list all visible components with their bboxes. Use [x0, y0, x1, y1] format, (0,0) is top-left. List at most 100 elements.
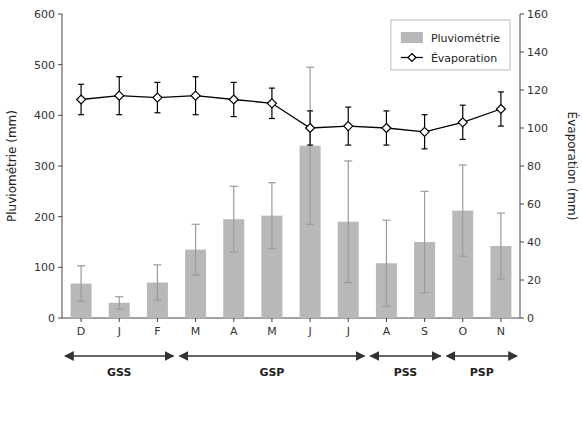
y2-tick-label: 80: [527, 160, 541, 173]
bar-error-cap: [77, 301, 85, 302]
y2-tick: [520, 90, 524, 91]
legend-label: Évaporation: [431, 52, 497, 65]
line-error-cap: [78, 84, 84, 85]
bar-error-stem: [386, 220, 387, 306]
bar-error-stem: [348, 161, 349, 283]
line-marker: [77, 95, 86, 104]
x-axis-line: [62, 318, 520, 319]
y-tick: [58, 267, 62, 268]
y-tick: [58, 216, 62, 217]
bar-error-cap: [306, 67, 314, 68]
bar-error: [459, 165, 467, 256]
line-error-cap: [307, 110, 313, 111]
y-tick-label: 100: [34, 261, 55, 274]
bar-error-cap: [230, 252, 238, 253]
x-tick: [462, 318, 463, 322]
y2-tick-label: 160: [527, 8, 548, 21]
y2-tick: [520, 166, 524, 167]
line-marker: [229, 95, 238, 104]
y2-tick-label: 140: [527, 46, 548, 59]
bar-error-cap: [497, 213, 505, 214]
bar-error-stem: [157, 265, 158, 300]
bar-error-cap: [77, 265, 85, 266]
bar-error-cap: [344, 160, 352, 161]
x-tick-label: N: [497, 325, 505, 338]
y-axis-label: Pluviométrie (mm): [5, 110, 19, 222]
line-error-cap: [116, 114, 122, 115]
y2-tick: [520, 280, 524, 281]
y2-tick-label: 40: [527, 236, 541, 249]
line-error-cap: [269, 118, 275, 119]
x-tick-label: F: [154, 325, 160, 338]
x-tick-label: M: [267, 325, 277, 338]
x-tick-label: D: [77, 325, 85, 338]
y2-tick-label: 60: [527, 198, 541, 211]
line-error-cap: [231, 82, 237, 83]
bar-error-cap: [421, 292, 429, 293]
y-tick-label: 500: [34, 59, 55, 72]
y-tick: [58, 166, 62, 167]
y-tick-label: 0: [48, 312, 55, 325]
line-error-cap: [460, 139, 466, 140]
x-tick: [386, 318, 387, 322]
y2-tick: [520, 318, 524, 319]
x-tick-label: A: [230, 325, 238, 338]
legend-box: [391, 20, 510, 70]
line-error-cap: [116, 76, 122, 77]
bar-error-cap: [115, 296, 123, 297]
line-error-cap: [78, 114, 84, 115]
bar-error: [153, 265, 161, 300]
bar-error: [421, 191, 429, 292]
line-marker: [458, 118, 467, 127]
season-label: PSP: [470, 366, 494, 379]
bar-error-stem: [233, 186, 234, 252]
line-error-cap: [193, 114, 199, 115]
chart: 0100200300400500600020406080100120140160…: [0, 0, 582, 426]
bar-error-stem: [271, 183, 272, 249]
y-tick-label: 300: [34, 160, 55, 173]
line-marker: [306, 124, 315, 133]
bar-error-stem: [119, 297, 120, 309]
x-tick: [310, 318, 311, 322]
bar-error: [268, 183, 276, 249]
bar-error-stem: [309, 67, 310, 224]
season-arrow: [65, 355, 174, 356]
line: [81, 96, 501, 132]
legend: Pluviométrie Évaporation: [391, 20, 510, 70]
x-tick: [157, 318, 158, 322]
x-tick: [348, 318, 349, 322]
x-tick-label: A: [383, 325, 391, 338]
y-tick: [58, 64, 62, 65]
line-marker: [420, 127, 429, 136]
season-label: PSS: [394, 366, 417, 379]
bar-error: [230, 186, 238, 252]
y2-tick: [520, 14, 524, 15]
x-tick-label: S: [421, 325, 428, 338]
y-tick: [58, 14, 62, 15]
x-tick: [500, 318, 501, 322]
y-tick-label: 400: [34, 109, 55, 122]
bar-error: [77, 266, 85, 301]
bar-error-stem: [424, 191, 425, 292]
y2-tick-label: 0: [527, 312, 534, 325]
bar-error-cap: [421, 191, 429, 192]
bar-error-cap: [497, 278, 505, 279]
x-tick-label: M: [191, 325, 201, 338]
y2-tick-label: 100: [527, 122, 548, 135]
y2-tick: [520, 242, 524, 243]
season-label: GSS: [107, 366, 131, 379]
legend-label: Pluviométrie: [431, 32, 500, 45]
legend-swatch: [401, 32, 423, 43]
y2-tick-label: 20: [527, 274, 541, 287]
y-tick: [58, 115, 62, 116]
season-arrow: [370, 355, 440, 356]
line-error-cap: [345, 145, 351, 146]
x-tick: [424, 318, 425, 322]
bar-error: [306, 67, 314, 224]
bar-error-stem: [500, 213, 501, 279]
x-tick: [271, 318, 272, 322]
bar-error-cap: [115, 308, 123, 309]
bar-error-cap: [153, 300, 161, 301]
x-tick-label: J: [346, 325, 350, 338]
bar-error-cap: [344, 282, 352, 283]
